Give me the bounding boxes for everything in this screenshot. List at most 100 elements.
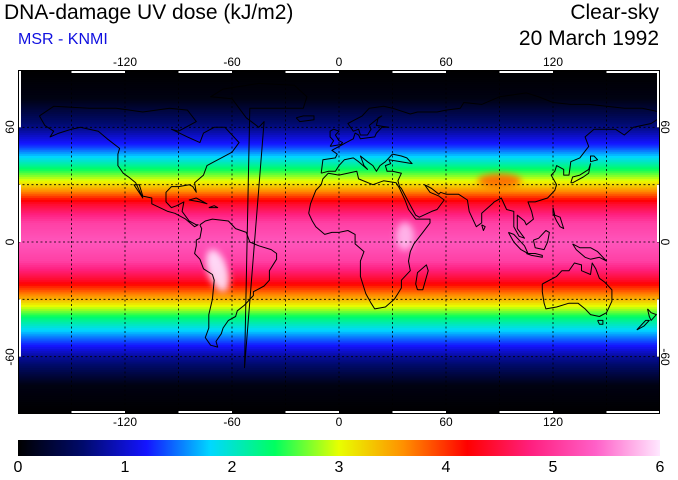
coastline xyxy=(552,207,565,230)
uv-band xyxy=(18,131,660,134)
uv-band xyxy=(18,404,660,407)
uv-hotspot xyxy=(477,173,522,188)
uv-band xyxy=(18,81,660,84)
coastline xyxy=(188,197,208,205)
color-scale-label: 0 xyxy=(13,459,23,476)
uv-band xyxy=(18,102,660,105)
uv-band xyxy=(18,396,660,400)
uv-band xyxy=(18,387,660,390)
uv-band xyxy=(18,314,660,318)
coastline xyxy=(415,264,429,291)
uv-band xyxy=(18,171,660,174)
uv-band xyxy=(18,224,660,228)
map-frame xyxy=(18,70,660,414)
uv-band xyxy=(18,301,660,304)
uv-band xyxy=(18,238,660,241)
uv-band xyxy=(18,347,660,350)
color-scale-label: 1 xyxy=(120,459,130,476)
uv-band xyxy=(18,148,660,151)
uv-band xyxy=(18,91,660,94)
uv-band xyxy=(18,94,660,98)
uv-band xyxy=(18,331,660,335)
uv-band xyxy=(18,125,660,128)
uv-band xyxy=(18,377,660,381)
color-scale-label: 2 xyxy=(227,459,237,476)
lon-tick-label: 0 xyxy=(335,55,343,69)
color-scale-gradient xyxy=(18,440,660,456)
lat-tick-label: 60 xyxy=(3,120,17,135)
uv-band xyxy=(18,140,660,144)
uv-band xyxy=(18,144,660,148)
coastline xyxy=(320,92,660,239)
uv-band xyxy=(18,324,660,327)
uv-band xyxy=(18,268,660,272)
uv-hotspot xyxy=(395,222,414,251)
coastline xyxy=(295,115,315,123)
uv-band xyxy=(18,85,660,88)
coastline xyxy=(526,253,543,258)
uv-band xyxy=(18,175,660,178)
coastline xyxy=(541,262,613,317)
uv-band xyxy=(18,89,660,92)
color-scale-label: 3 xyxy=(334,459,344,476)
uv-band xyxy=(18,270,660,274)
uv-band xyxy=(18,98,660,102)
coastline xyxy=(570,163,591,184)
uv-band xyxy=(18,261,660,264)
coastline xyxy=(208,205,219,209)
uv-band xyxy=(18,211,660,214)
uv-band xyxy=(18,242,660,245)
uv-band xyxy=(18,291,660,295)
uv-band xyxy=(18,108,660,111)
uv-band xyxy=(18,370,660,373)
uv-hotspot xyxy=(206,249,230,292)
lon-tick-label: -120 xyxy=(112,415,138,429)
uv-band xyxy=(18,117,660,121)
frame-tick-marks xyxy=(18,70,660,414)
coastline xyxy=(38,105,240,228)
uv-band xyxy=(18,77,660,81)
uv-band xyxy=(18,255,660,258)
uv-band xyxy=(18,112,660,115)
lon-tick-label: 60 xyxy=(439,55,453,69)
lat-tick-label: -60 xyxy=(3,347,17,366)
uv-band xyxy=(18,278,660,281)
coastline xyxy=(329,128,344,147)
uv-band xyxy=(18,318,660,321)
uv-band xyxy=(18,274,660,277)
coastline xyxy=(636,319,650,331)
color-scale-bar xyxy=(18,440,660,456)
uv-band xyxy=(18,234,660,237)
uv-band xyxy=(18,251,660,255)
uv-band xyxy=(18,381,660,385)
lon-tick-label: 0 xyxy=(335,415,343,429)
lon-tick-label: -60 xyxy=(223,55,241,69)
uv-band xyxy=(18,328,660,331)
coastline xyxy=(597,319,604,325)
uv-band xyxy=(18,394,660,398)
lat-tick-label: 60 xyxy=(658,120,672,134)
uv-band xyxy=(18,194,660,197)
coastline xyxy=(194,218,278,348)
uv-band xyxy=(18,121,660,125)
lon-tick-label: -60 xyxy=(223,415,241,429)
uv-band xyxy=(18,243,660,247)
uv-band xyxy=(18,333,660,337)
uv-band xyxy=(18,215,660,218)
uv-band xyxy=(18,217,660,220)
uv-band xyxy=(18,75,660,79)
uv-band xyxy=(18,154,660,157)
uv-dose-map xyxy=(18,70,660,414)
uv-band xyxy=(18,152,660,155)
uv-band xyxy=(18,287,660,291)
uv-band xyxy=(18,247,660,251)
uv-band xyxy=(18,368,660,371)
date-label: 20 March 1992 xyxy=(518,27,659,50)
uv-band xyxy=(18,228,660,232)
uv-band xyxy=(18,184,660,188)
uv-band xyxy=(18,373,660,377)
coastline xyxy=(572,243,607,262)
uv-band xyxy=(18,310,660,314)
lon-tick-label: -120 xyxy=(112,55,138,69)
color-scale-label: 5 xyxy=(548,459,558,476)
